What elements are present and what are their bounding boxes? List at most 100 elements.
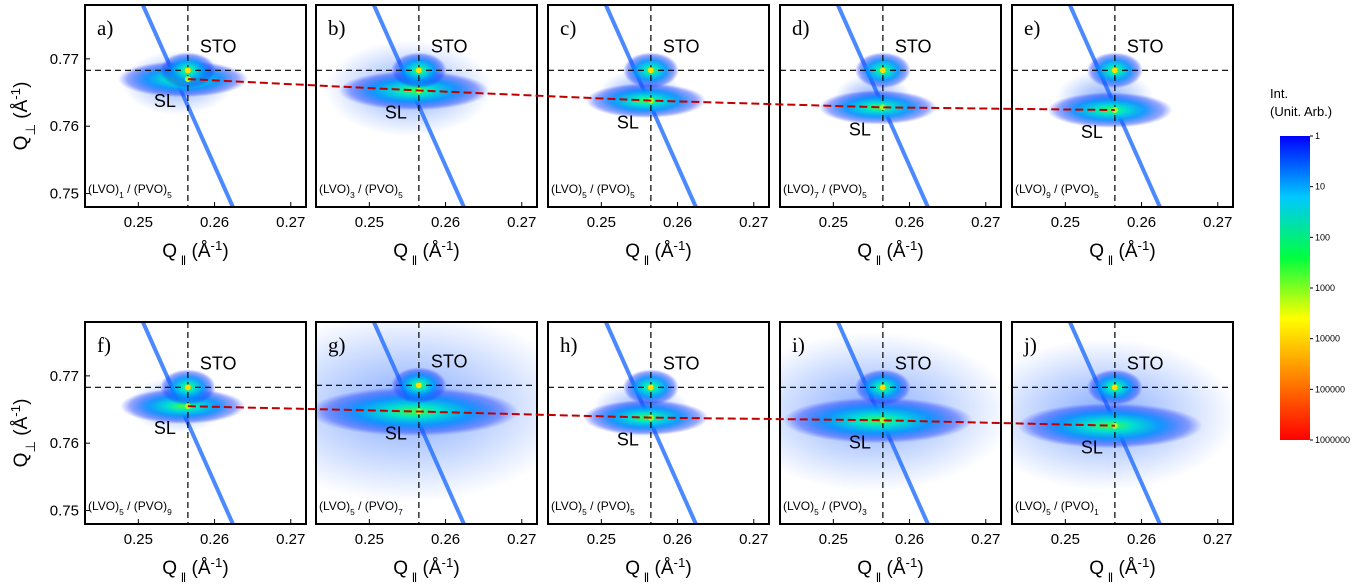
colorbar-tick-label: 1 bbox=[1315, 131, 1320, 141]
panel-map bbox=[316, 322, 537, 524]
sample-label: (LVO)5 / (PVO)9 bbox=[88, 499, 172, 517]
panel-map bbox=[1047, 5, 1173, 207]
text-part: ) bbox=[453, 241, 459, 262]
x-tick-label: 0.26 bbox=[200, 214, 229, 231]
panel-letter: a) bbox=[97, 16, 113, 40]
text-part: (Å bbox=[649, 558, 674, 579]
sto-label: STO bbox=[431, 36, 468, 56]
sample-label: (LVO)5 / (PVO)5 bbox=[551, 182, 635, 200]
x-axis-label: Q ‖ (Å-1) bbox=[625, 555, 691, 585]
colorbar-tick-label: 1000 bbox=[1315, 283, 1335, 293]
y-tick-label: 0.75 bbox=[50, 186, 79, 203]
text-part: (LVO) bbox=[88, 182, 119, 196]
plot-frame bbox=[1011, 4, 1234, 208]
text-part: (LVO) bbox=[783, 182, 814, 196]
sl-intensity bbox=[120, 388, 246, 424]
text-part: / (PVO) bbox=[819, 499, 862, 513]
text-part: -1 bbox=[674, 555, 686, 570]
sto-peak bbox=[879, 384, 886, 391]
sl-label: SL bbox=[849, 119, 871, 139]
panel-map bbox=[324, 5, 493, 207]
x-tick-label: 0.27 bbox=[1203, 531, 1232, 548]
text-part: ‖ bbox=[640, 253, 649, 268]
y-axis-label: Q⊥ (Å-1) bbox=[8, 82, 38, 151]
text-part: Q bbox=[1089, 241, 1104, 262]
text-part: / (PVO) bbox=[587, 499, 630, 513]
x-axis-label: Q ‖ (Å-1) bbox=[857, 238, 923, 268]
text-part: / (PVO) bbox=[355, 499, 398, 513]
y-tick-label: 0.76 bbox=[50, 118, 79, 135]
text-part: (Å bbox=[1113, 241, 1138, 262]
text-part: (LVO) bbox=[783, 499, 814, 513]
panel-letter: b) bbox=[328, 16, 346, 40]
x-tick-label: 0.27 bbox=[739, 531, 768, 548]
text-part: (Å bbox=[881, 558, 906, 579]
text-part: / (PVO) bbox=[124, 499, 167, 513]
text-part: (LVO) bbox=[319, 182, 350, 196]
panel-map bbox=[1012, 322, 1233, 524]
text-part: ‖ bbox=[408, 570, 417, 585]
x-tick-label: 0.27 bbox=[739, 214, 768, 231]
x-tick-label: 0.27 bbox=[971, 214, 1000, 231]
text-part: -1 bbox=[1138, 555, 1150, 570]
text-part: Q bbox=[162, 558, 177, 579]
text-part: ‖ bbox=[872, 570, 881, 585]
sto-peak bbox=[415, 382, 422, 389]
text-part: ‖ bbox=[1104, 570, 1113, 585]
x-tick-label: 0.25 bbox=[1051, 214, 1080, 231]
x-tick-label: 0.26 bbox=[1127, 531, 1156, 548]
plot-frame bbox=[315, 4, 538, 208]
text-part: Q bbox=[11, 136, 32, 151]
sample-label: (LVO)1 / (PVO)5 bbox=[88, 182, 172, 200]
sl-peak bbox=[879, 417, 886, 424]
sl-trend-line bbox=[187, 78, 1115, 112]
text-part: ‖ bbox=[640, 570, 649, 585]
text-part: (Å bbox=[649, 241, 674, 262]
panel-letter: d) bbox=[792, 16, 810, 40]
x-axis-label: Q ‖ (Å-1) bbox=[1089, 555, 1155, 585]
text-part: ) bbox=[685, 558, 691, 579]
panel-map bbox=[780, 322, 1001, 524]
text-part: -1 bbox=[1138, 238, 1150, 253]
plot-frame bbox=[547, 4, 770, 208]
colorbar bbox=[1280, 136, 1310, 440]
text-part: (LVO) bbox=[551, 499, 582, 513]
x-tick-label: 0.27 bbox=[507, 214, 536, 231]
x-tick-label: 0.25 bbox=[355, 531, 384, 548]
panel-letter: f) bbox=[97, 333, 111, 357]
text-part: ) bbox=[11, 399, 32, 405]
sample-label: (LVO)5 / (PVO)1 bbox=[1015, 499, 1099, 517]
text-part: / (PVO) bbox=[819, 182, 862, 196]
panel-letter: j) bbox=[1023, 333, 1037, 357]
text-part: Q bbox=[1089, 558, 1104, 579]
sto-peak bbox=[184, 384, 191, 391]
x-tick-label: 0.25 bbox=[587, 531, 616, 548]
sl-label: SL bbox=[617, 430, 639, 450]
sample-label: (LVO)5 / (PVO)3 bbox=[783, 499, 867, 517]
colorbar-title: Int. bbox=[1270, 86, 1288, 101]
sto-label: STO bbox=[663, 353, 700, 373]
x-tick-label: 0.25 bbox=[355, 214, 384, 231]
text-part: -1 bbox=[906, 238, 918, 253]
sl-label: SL bbox=[617, 113, 639, 133]
sto-peak bbox=[1111, 384, 1118, 391]
panel-letter: e) bbox=[1024, 16, 1040, 40]
text-part: (Å bbox=[186, 558, 211, 579]
sample-label: (LVO)7 / (PVO)5 bbox=[783, 182, 867, 200]
text-part: ) bbox=[1149, 241, 1155, 262]
text-part: Q bbox=[857, 241, 872, 262]
text-part: 5 bbox=[582, 190, 587, 200]
sl-label: SL bbox=[849, 432, 871, 452]
text-part: -1 bbox=[211, 238, 223, 253]
sl-intensity bbox=[1047, 92, 1173, 128]
y-axis-label: Q⊥ (Å-1) bbox=[8, 399, 38, 468]
x-tick-label: 0.26 bbox=[431, 214, 460, 231]
panel-map bbox=[583, 322, 709, 524]
x-tick-label: 0.27 bbox=[276, 214, 305, 231]
text-part: -1 bbox=[442, 238, 454, 253]
x-tick-label: 0.25 bbox=[124, 531, 153, 548]
text-part: (LVO) bbox=[1015, 182, 1046, 196]
sto-label: STO bbox=[200, 353, 237, 373]
sto-peak bbox=[647, 384, 654, 391]
text-part: 3 bbox=[862, 507, 867, 517]
